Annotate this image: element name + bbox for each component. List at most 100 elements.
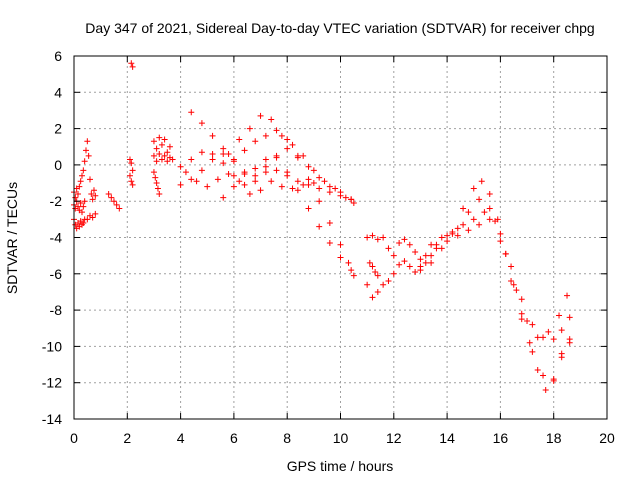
data-point <box>428 259 435 266</box>
data-point <box>364 281 371 288</box>
data-point <box>273 154 280 161</box>
series-arc-11h-c <box>366 259 381 279</box>
data-point <box>294 152 301 159</box>
data-point <box>161 136 168 143</box>
data-point <box>158 156 165 163</box>
data-point <box>90 187 97 194</box>
data-point <box>396 239 403 246</box>
y-tick-label: -12 <box>42 375 62 391</box>
data-point <box>540 334 547 341</box>
data-point <box>364 234 371 241</box>
data-point <box>369 294 376 301</box>
series-arc-2h <box>126 156 136 188</box>
data-point <box>497 238 504 245</box>
data-point <box>337 254 344 261</box>
data-point <box>374 236 381 243</box>
data-point <box>198 149 205 156</box>
series-arc-mid-a <box>177 149 355 274</box>
data-point <box>225 170 232 177</box>
data-point <box>550 377 557 384</box>
data-point <box>193 178 200 185</box>
data-point <box>77 178 84 185</box>
data-point <box>486 216 493 223</box>
data-point <box>164 158 171 165</box>
data-point <box>257 187 264 194</box>
data-point <box>153 145 160 152</box>
data-point <box>209 151 216 158</box>
data-point <box>129 181 136 188</box>
data-point <box>366 259 373 266</box>
data-point <box>278 183 285 190</box>
data-point <box>154 185 161 192</box>
data-point <box>518 310 525 317</box>
data-point <box>84 138 91 145</box>
series-arc-upper <box>188 109 357 279</box>
data-point <box>412 268 419 275</box>
data-point <box>252 165 259 172</box>
data-point <box>524 317 531 324</box>
data-point <box>89 214 96 221</box>
data-point <box>310 180 317 187</box>
data-point <box>497 230 504 237</box>
data-point <box>337 192 344 199</box>
data-point <box>209 132 216 139</box>
data-point <box>241 147 248 154</box>
data-point <box>78 209 85 216</box>
data-point <box>342 194 349 201</box>
data-point <box>289 141 296 148</box>
data-point <box>220 194 227 201</box>
data-point <box>80 167 87 174</box>
data-point <box>92 192 99 199</box>
data-point <box>166 143 173 150</box>
data-point <box>89 196 96 203</box>
data-point <box>510 281 517 288</box>
data-point <box>257 112 264 119</box>
data-point <box>316 198 323 205</box>
data-point <box>220 151 227 158</box>
data-point <box>284 172 291 179</box>
data-point <box>268 116 275 123</box>
data-point <box>220 160 227 167</box>
data-point <box>284 136 291 143</box>
data-point <box>350 200 357 207</box>
data-point <box>198 120 205 127</box>
data-point <box>150 138 157 145</box>
data-point <box>273 127 280 134</box>
data-point <box>182 169 189 176</box>
data-point <box>85 152 92 159</box>
chart-title: Day 347 of 2021, Sidereal Day-to-day VTE… <box>85 20 594 36</box>
y-axis-title: SDTVAR / TECUs <box>4 182 20 294</box>
data-point <box>534 366 541 373</box>
data-point <box>236 178 243 185</box>
data-point <box>80 203 87 210</box>
data-point <box>188 156 195 163</box>
data-point <box>110 198 117 205</box>
data-point <box>454 232 461 239</box>
data-point <box>152 174 159 181</box>
data-point <box>236 136 243 143</box>
y-tick-label: -14 <box>42 411 62 427</box>
data-point <box>350 272 357 279</box>
x-tick-label: 4 <box>177 430 185 446</box>
marks-layer <box>71 60 573 393</box>
x-tick-label: 2 <box>123 430 131 446</box>
data-point <box>246 190 253 197</box>
y-tick-label: 4 <box>54 84 62 100</box>
data-point <box>305 205 312 212</box>
data-point <box>188 109 195 116</box>
y-tick-label: 6 <box>54 48 62 64</box>
data-point <box>153 180 160 187</box>
data-point <box>374 288 381 295</box>
series-arc-3h-a <box>150 134 176 163</box>
data-point <box>177 181 184 188</box>
data-point <box>246 125 253 132</box>
data-point <box>486 190 493 197</box>
data-point <box>230 172 237 179</box>
data-point <box>284 145 291 152</box>
data-point <box>460 205 467 212</box>
series-arc-mid-c <box>182 169 317 197</box>
x-tick-label: 18 <box>546 430 562 446</box>
data-point <box>401 236 408 243</box>
y-tick-label: -10 <box>42 338 62 354</box>
x-tick-label: 16 <box>493 430 509 446</box>
